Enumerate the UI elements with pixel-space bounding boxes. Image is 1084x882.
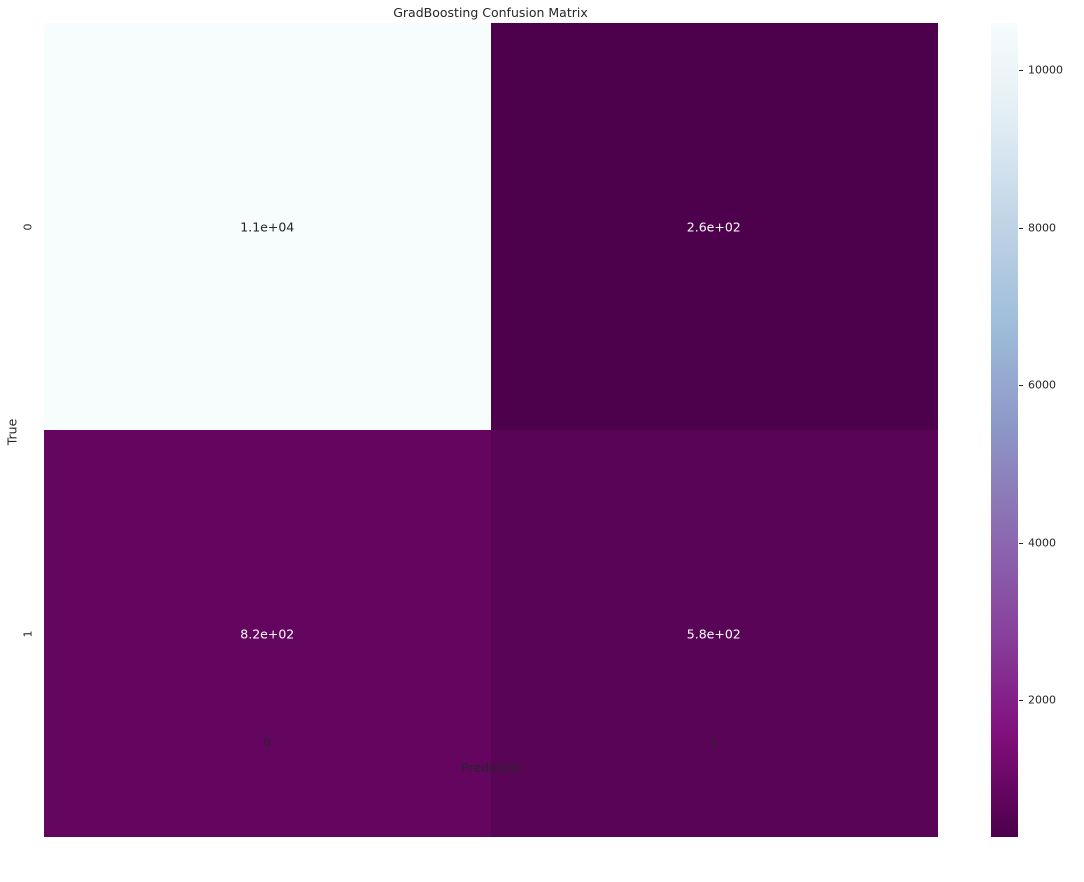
- chart-title: GradBoosting Confusion Matrix: [393, 5, 588, 20]
- colorbar-tick-label-8000: 8000: [1028, 221, 1056, 235]
- cell-annotation-1-0: 8.2e+02: [240, 626, 295, 641]
- colorbar-tick-label-4000: 4000: [1028, 536, 1056, 550]
- colorbar-tick-label-10000: 10000: [1028, 63, 1063, 77]
- cell-annotation-0-0: 1.1e+04: [240, 219, 295, 234]
- y-tick-label-1: 1: [21, 630, 35, 637]
- colorbar-tick-4000: [1019, 542, 1023, 544]
- heatmap-cell-0-1: [490, 23, 938, 430]
- cell-annotation-1-1: 5.8e+02: [686, 626, 741, 641]
- cell-annotation-0-1: 2.6e+02: [686, 219, 741, 234]
- heatmap-cell-1-0: [44, 430, 491, 837]
- heatmap-cell-0-0: [44, 23, 491, 430]
- x-axis-label: Predicted: [461, 760, 520, 775]
- colorbar-tick-label-2000: 2000: [1028, 693, 1056, 707]
- colorbar-tick-label-6000: 6000: [1028, 378, 1056, 392]
- x-tick-label-0: 0: [263, 736, 271, 749]
- colorbar-tick-6000: [1019, 385, 1023, 387]
- colorbar-tick-8000: [1019, 227, 1023, 229]
- heatmap-cell-1-1: [490, 430, 938, 837]
- colorbar-tick-2000: [1019, 700, 1023, 702]
- colorbar-tick-10000: [1019, 70, 1023, 72]
- y-tick-label-0: 0: [21, 223, 35, 230]
- x-tick-label-1: 1: [710, 736, 718, 749]
- y-axis-label: True: [4, 418, 20, 446]
- colorbar: [991, 23, 1018, 837]
